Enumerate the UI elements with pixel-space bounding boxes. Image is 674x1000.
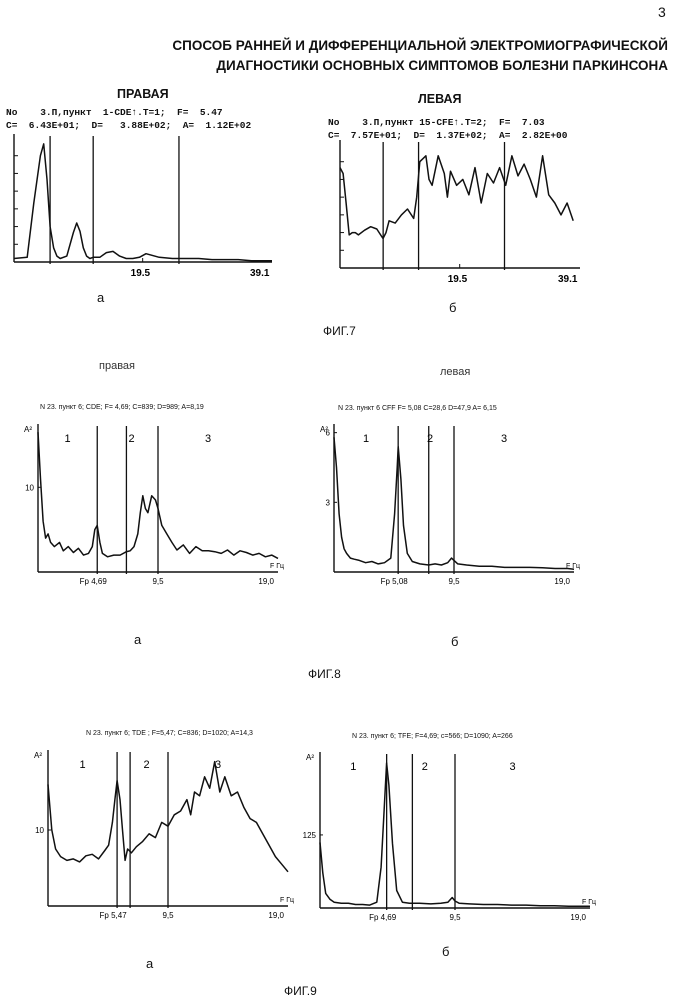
x-axis-label: F Гц: [566, 563, 580, 570]
fig8a-header: N 23. пункт 6; CDE; F= 4,69; C=839; D=98…: [40, 404, 204, 411]
zone-label-3: 3: [205, 433, 211, 445]
zone-label-2: 2: [422, 761, 428, 773]
zone-label-1: 1: [65, 433, 71, 445]
document-title-line-1: СПОСОБ РАННЕЙ И ДИФФЕРЕНЦИАЛЬНОЙ ЭЛЕКТРО…: [150, 36, 668, 56]
fp-tick-label: Fp 5,08: [381, 577, 409, 586]
y-axis-label: A²: [34, 751, 42, 760]
zone-label-1: 1: [79, 759, 85, 771]
zone-label-3: 3: [509, 761, 515, 773]
fig9b-sublabel: б: [442, 944, 449, 959]
fig8b-plot: A²63123F ГцFp 5,089,519,0: [330, 420, 580, 600]
x-tick-label-end: 19,0: [268, 911, 284, 920]
fig9b-plot: A²125123F ГцFp 4,699,519,0: [316, 748, 596, 924]
x-tick-label-end: 19,0: [554, 577, 570, 586]
y-tick-label: 10: [35, 826, 44, 835]
fig7a-plot: 19.5 39.1: [10, 134, 280, 284]
zone-label-1: 1: [350, 761, 356, 773]
fig7a-info-line-1: No 3.П,пункт 1-CDE↑.T=1; F= 5.47: [6, 107, 223, 118]
x-tick-label-end: 19,0: [570, 913, 586, 922]
data-series-line: [14, 144, 272, 261]
fp-tick-label: Fp 5,47: [100, 911, 128, 920]
y-tick-label: 125: [303, 831, 317, 840]
fig9-caption: ФИГ.9: [284, 984, 317, 998]
fig8-caption: ФИГ.8: [308, 667, 341, 681]
y-tick-label: 3: [326, 498, 331, 507]
x-tick-label-end: 39.1: [250, 268, 270, 279]
x-axis-label: F Гц: [270, 563, 284, 570]
fp-tick-label: Fp 4,69: [369, 913, 397, 922]
fp-tick-label: Fp 4,69: [80, 577, 108, 586]
fig8a-side-label: правая: [99, 360, 135, 372]
zone-label-2: 2: [427, 433, 433, 445]
fig7a-sublabel: а: [97, 290, 104, 305]
zone-label-2: 2: [143, 759, 149, 771]
zone-label-3: 3: [501, 433, 507, 445]
x-tick-label-mid: 9,5: [152, 577, 164, 586]
x-axis-label: F Гц: [280, 897, 294, 904]
fig9a-plot: A²10123F ГцFp 5,479,519,0: [44, 746, 294, 922]
fig7b-info-line-1: No 3.П,пункт 15-CFE↑.T=2; F= 7.03: [328, 117, 545, 128]
y-axis-label: A²: [24, 425, 32, 434]
zone-label-3: 3: [215, 759, 221, 771]
y-axis-label: A²: [306, 753, 314, 762]
fig8b-side-label: левая: [440, 366, 470, 378]
document-title-line-2: ДИАГНОСТИКИ ОСНОВНЫХ СИМПТОМОВ БОЛЕЗНИ П…: [150, 56, 668, 76]
fig9b-header: N 23. пункт 6; TFE; F=4,69; c=566; D=109…: [352, 733, 513, 740]
x-tick-label-end: 19,0: [258, 577, 274, 586]
y-tick-label: 6: [326, 429, 331, 438]
y-tick-label: 10: [25, 483, 34, 492]
fig8b-sublabel: б: [451, 634, 458, 649]
x-tick-label-mid: 9,5: [449, 913, 461, 922]
fig7b-sublabel: б: [449, 300, 456, 315]
x-axis-label: F Гц: [582, 899, 596, 906]
x-tick-label-mid: 19.5: [448, 274, 468, 285]
page-number: 3: [658, 4, 666, 20]
fig8b-header: N 23. пункт 6 CFF F= 5,08 C=28,6 D=47,9 …: [338, 405, 497, 412]
x-tick-label-mid: 9,5: [162, 911, 174, 920]
fig8a-sublabel: а: [134, 632, 141, 647]
fig7b-plot: 19.5 39.1: [336, 140, 586, 288]
fig7a-heading: ПРАВАЯ: [117, 87, 169, 101]
zone-label-2: 2: [129, 433, 135, 445]
fig9a-sublabel: а: [146, 956, 153, 971]
x-tick-label-end: 39.1: [558, 274, 578, 285]
fig7a-info-line-2: C= 6.43E+01; D= 3.88E+02; A= 1.12E+02: [6, 120, 251, 131]
fig7b-heading: ЛЕВАЯ: [418, 92, 462, 106]
zone-label-1: 1: [363, 433, 369, 445]
fig7-caption: ФИГ.7: [323, 324, 356, 338]
fig9a-header: N 23. пункт 6; TDE ; F=5,47; C=836; D=10…: [86, 730, 253, 737]
data-series-line: [340, 156, 573, 239]
x-tick-label-mid: 9,5: [448, 577, 460, 586]
fig8a-plot: A²10123F ГцFp 4,699,519,0: [34, 420, 284, 600]
x-tick-label-mid: 19.5: [131, 268, 151, 279]
